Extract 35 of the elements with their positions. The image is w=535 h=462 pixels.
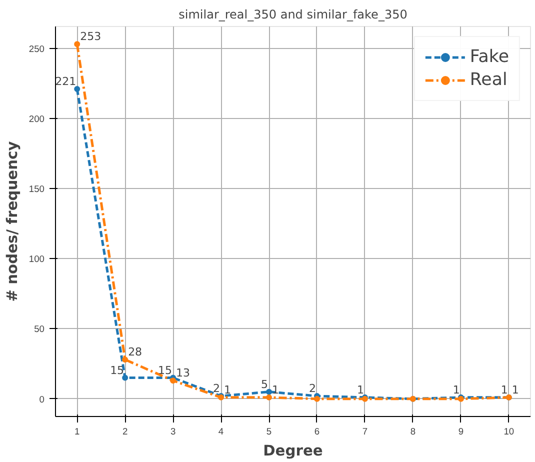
- x-tick-label: 4: [218, 426, 224, 436]
- x-tick-label: 8: [410, 426, 416, 436]
- y-tick-label: 200: [28, 114, 45, 124]
- data-label: 1: [356, 383, 364, 396]
- data-label: 1: [452, 383, 460, 396]
- x-tick-label: 5: [266, 426, 272, 436]
- x-tick-label: 9: [458, 426, 464, 436]
- x-axis-title: Degree: [263, 442, 323, 460]
- data-label: 13: [176, 366, 190, 380]
- chart-title: similar_real_350 and similar_fake_350: [178, 8, 408, 22]
- data-label: 221: [55, 75, 76, 88]
- x-tick-label: 3: [170, 426, 176, 436]
- data-label: 5: [261, 378, 268, 391]
- data-label: 1: [512, 383, 519, 396]
- x-tick-label: 7: [362, 426, 368, 436]
- y-tick-label: 0: [39, 394, 45, 404]
- y-tick-label: 100: [28, 254, 45, 264]
- x-tick-label: 2: [122, 426, 128, 436]
- data-label: 15: [110, 364, 124, 377]
- data-label: 15: [158, 364, 172, 377]
- data-label: 2: [308, 382, 316, 396]
- data-label: 253: [80, 30, 102, 44]
- x-tick-label: 10: [504, 426, 514, 436]
- data-label: 1: [224, 383, 232, 396]
- y-tick-label: 250: [28, 44, 45, 54]
- data-label: 2: [213, 382, 220, 396]
- legend-label: Real: [470, 70, 508, 90]
- data-label: 1: [500, 383, 508, 396]
- x-tick-label: 1: [74, 426, 80, 436]
- y-tick-label: 50: [34, 324, 45, 334]
- y-tick-label: 150: [28, 184, 45, 194]
- x-tick-label: 6: [314, 426, 320, 436]
- y-axis-title: # nodes/ frequency: [4, 140, 21, 302]
- data-label: 28: [128, 346, 142, 359]
- legend-label: Fake: [470, 47, 509, 67]
